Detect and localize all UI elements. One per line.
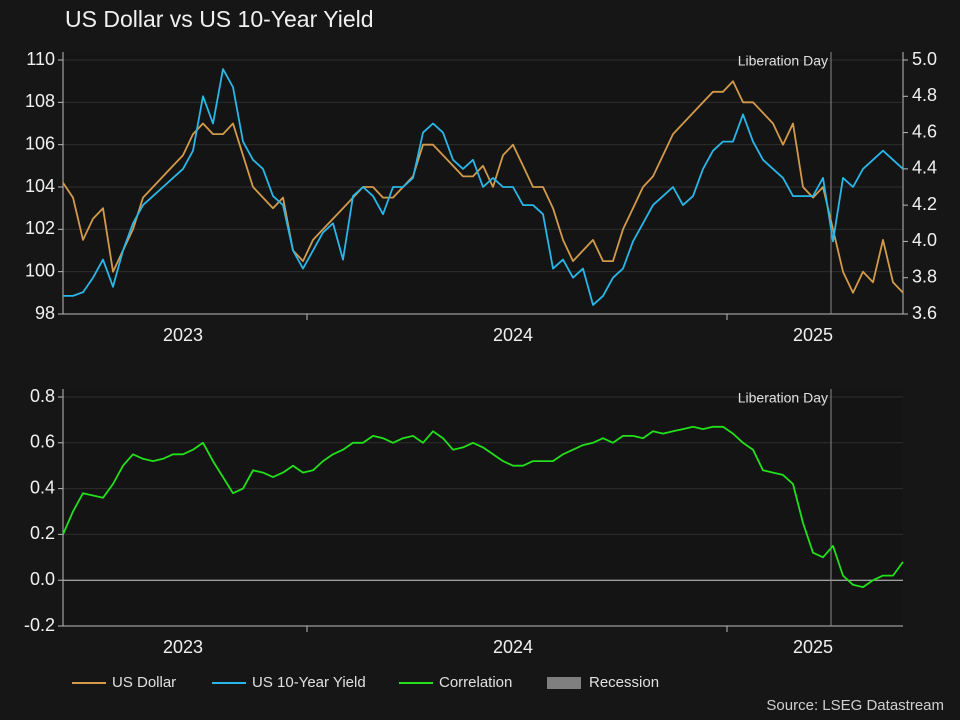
legend-label: Recession (589, 674, 659, 691)
x-tick-label: 2025 (793, 325, 833, 345)
x-tick-label: 2023 (163, 325, 203, 345)
y-tick-label: 0.8 (30, 386, 55, 406)
source: Source: LSEG Datastream (766, 697, 944, 714)
legend-label: US 10-Year Yield (252, 674, 366, 691)
y2-tick-label: 3.6 (912, 303, 937, 323)
y2-tick-label: 5.0 (912, 49, 937, 69)
legend-label: US Dollar (112, 674, 176, 691)
x-tick-label: 2024 (493, 637, 533, 657)
y-tick-label: 0.0 (30, 569, 55, 589)
series-line (62, 425, 904, 588)
y-tick-label: 100 (25, 260, 55, 280)
series-line (63, 68, 904, 306)
y-tick-label: -0.2 (24, 615, 55, 635)
y-tick-label: 0.6 (30, 432, 55, 452)
y2-tick-label: 4.0 (912, 230, 937, 250)
plot-area (63, 52, 903, 314)
y-tick-label: 102 (25, 218, 55, 238)
x-tick-label: 2024 (493, 325, 533, 345)
chart-title: US Dollar vs US 10-Year Yield (65, 6, 374, 32)
y-tick-label: 106 (25, 133, 55, 153)
y2-tick-label: 4.2 (912, 194, 937, 214)
y2-tick-label: 4.6 (912, 121, 937, 141)
y-tick-label: 110 (26, 49, 55, 69)
x-tick-label: 2025 (793, 637, 833, 657)
x-tick-label: 2023 (163, 637, 203, 657)
y-tick-label: 108 (25, 91, 55, 111)
y2-tick-label: 3.8 (912, 266, 937, 286)
y2-tick-label: 4.4 (912, 158, 937, 178)
series-line (62, 80, 904, 294)
legend-label: Correlation (439, 674, 512, 691)
y-tick-label: 0.2 (30, 523, 55, 543)
y-tick-label: 0.4 (30, 477, 55, 497)
plot-area (63, 389, 903, 626)
y2-tick-label: 4.8 (912, 85, 937, 105)
annotation: Liberation Day (738, 53, 828, 69)
y-tick-label: 104 (25, 176, 55, 196)
annotation: Liberation Day (738, 390, 828, 406)
y-tick-label: 98 (35, 303, 55, 323)
legend-swatch (547, 677, 581, 689)
